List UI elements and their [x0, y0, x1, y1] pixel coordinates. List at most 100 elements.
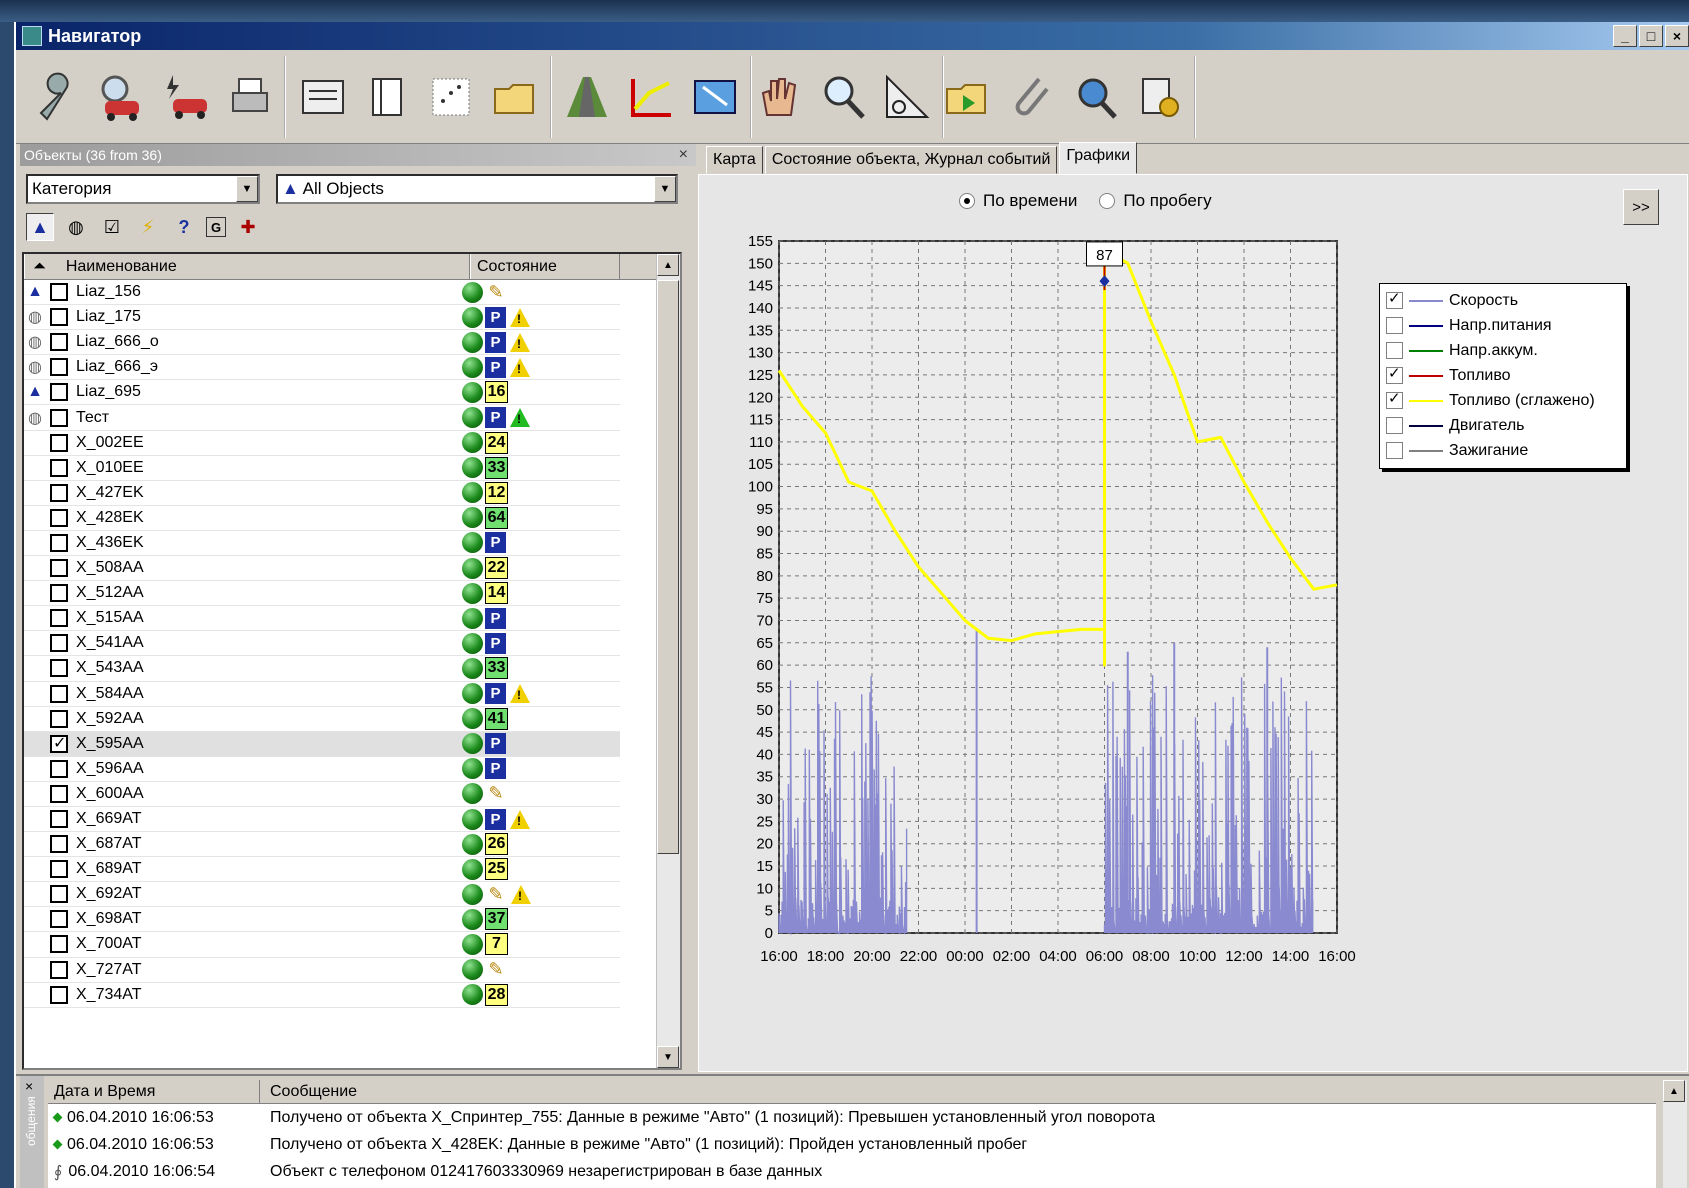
- row-checkbox[interactable]: [50, 985, 68, 1004]
- legend-item[interactable]: Топливо (сглажено): [1380, 388, 1626, 413]
- settings-icon[interactable]: [1130, 68, 1188, 126]
- row-checkbox[interactable]: [50, 885, 68, 904]
- table-row[interactable]: X_692AT ✎: [24, 882, 620, 908]
- table-row[interactable]: ◍ Liaz_175 P: [24, 305, 620, 331]
- map-icon[interactable]: [686, 68, 744, 126]
- table-row[interactable]: X_436EK P: [24, 531, 620, 557]
- ruler-icon[interactable]: [878, 68, 936, 126]
- row-checkbox[interactable]: [50, 308, 68, 327]
- legend-checkbox[interactable]: [1386, 417, 1403, 434]
- legend-checkbox[interactable]: [1386, 317, 1403, 334]
- table-row[interactable]: X_596AA P: [24, 757, 620, 782]
- expand-button[interactable]: >>: [1623, 189, 1659, 225]
- filter-locate-icon[interactable]: ✚: [240, 216, 256, 237]
- road-icon[interactable]: [558, 68, 616, 126]
- table-row[interactable]: ◍ Liaz_666_э P: [24, 355, 620, 381]
- row-checkbox[interactable]: [50, 960, 68, 979]
- row-checkbox[interactable]: [50, 333, 68, 352]
- row-checkbox[interactable]: [50, 935, 68, 954]
- scroll-down-icon[interactable]: ▼: [657, 1046, 679, 1068]
- filter-help-icon[interactable]: ?: [178, 216, 190, 237]
- table-row[interactable]: X_689AT 25: [24, 857, 620, 883]
- printer-icon[interactable]: [220, 68, 278, 126]
- line-chart-icon[interactable]: [622, 68, 680, 126]
- row-checkbox[interactable]: [50, 483, 68, 502]
- row-checkbox[interactable]: [50, 634, 68, 653]
- objects-scrollbar[interactable]: ▲ ▼: [656, 254, 680, 1068]
- messages-scrollbar[interactable]: ▲: [1663, 1080, 1687, 1188]
- legend-item[interactable]: Топливо: [1380, 363, 1626, 388]
- message-row[interactable]: 06.04.2010 16:06:53 Получено от объекта X…: [48, 1131, 1656, 1158]
- row-checkbox[interactable]: [50, 358, 68, 377]
- legend-checkbox[interactable]: [1386, 289, 1403, 309]
- legend-item[interactable]: Двигатель: [1380, 413, 1626, 438]
- row-checkbox[interactable]: [50, 433, 68, 452]
- table-row[interactable]: ◍ Тест P: [24, 405, 620, 431]
- legend-checkbox[interactable]: [1386, 442, 1403, 459]
- table-row[interactable]: X_734AT 28: [24, 983, 620, 1008]
- legend-checkbox[interactable]: [1386, 389, 1403, 409]
- table-row[interactable]: X_002EE 24: [24, 431, 620, 456]
- table-row[interactable]: X_669AT P: [24, 807, 620, 833]
- row-checkbox[interactable]: [50, 835, 68, 854]
- row-checkbox[interactable]: [50, 458, 68, 477]
- message-row[interactable]: 06.04.2010 16:06:53 Получено от объекта X…: [48, 1104, 1656, 1131]
- column-date[interactable]: Дата и Время: [48, 1080, 260, 1103]
- car-search-icon[interactable]: [92, 68, 150, 126]
- car-lightning-icon[interactable]: [156, 68, 214, 126]
- table-row[interactable]: X_512AA 14: [24, 581, 620, 607]
- row-checkbox[interactable]: [50, 283, 68, 302]
- tab-object-state[interactable]: Состояние объекта, Журнал событий: [764, 146, 1058, 174]
- row-checkbox[interactable]: [50, 609, 68, 628]
- table-row[interactable]: X_600AA ✎: [24, 782, 620, 807]
- row-checkbox[interactable]: [50, 709, 68, 728]
- legend-item[interactable]: Напр.питания: [1380, 313, 1626, 338]
- close-button[interactable]: ×: [1665, 25, 1689, 47]
- scroll-up-icon[interactable]: ▲: [1663, 1080, 1685, 1102]
- scroll-up-icon[interactable]: ▲: [657, 254, 679, 276]
- row-checkbox[interactable]: [50, 559, 68, 578]
- row-checkbox[interactable]: [50, 684, 68, 703]
- folder-check-icon[interactable]: [486, 68, 544, 126]
- report-icon[interactable]: [294, 68, 352, 126]
- fuel-speed-chart[interactable]: 1551501451401351301251201151101051009590…: [699, 229, 1379, 989]
- table-row[interactable]: X_010EE 33: [24, 456, 620, 481]
- close-panel-icon[interactable]: ×: [678, 146, 688, 163]
- objects-combo[interactable]: ▲ All Objects ▼: [276, 174, 678, 204]
- wrench-icon[interactable]: [28, 68, 86, 126]
- chevron-down-icon[interactable]: ▼: [654, 176, 676, 202]
- legend-item[interactable]: Зажигание: [1380, 438, 1626, 463]
- filter-checkbox-icon[interactable]: ☑: [103, 216, 121, 237]
- category-combo[interactable]: Категория ▼: [26, 174, 260, 204]
- row-checkbox[interactable]: [50, 383, 68, 402]
- filter-g-icon[interactable]: G: [206, 217, 226, 237]
- table-row[interactable]: X_700AT 7: [24, 932, 620, 958]
- table-row[interactable]: ▲ Liaz_156 ✎: [24, 280, 620, 306]
- paperclip-icon[interactable]: [1002, 68, 1060, 126]
- tab-map[interactable]: Карта: [706, 146, 763, 174]
- row-checkbox[interactable]: [50, 408, 68, 427]
- row-checkbox[interactable]: [50, 810, 68, 829]
- maximize-button[interactable]: □: [1639, 25, 1663, 47]
- row-checkbox[interactable]: [50, 759, 68, 778]
- minimize-button[interactable]: _: [1613, 25, 1637, 47]
- radio-by-mileage[interactable]: По пробегу: [1099, 191, 1212, 211]
- row-checkbox[interactable]: [50, 910, 68, 929]
- chevron-down-icon[interactable]: ▼: [236, 176, 258, 202]
- table-row[interactable]: X_508AA 22: [24, 556, 620, 582]
- legend-checkbox[interactable]: [1386, 342, 1403, 359]
- column-message[interactable]: Сообщение: [270, 1083, 358, 1100]
- row-checkbox[interactable]: [50, 508, 68, 527]
- row-checkbox[interactable]: [50, 659, 68, 678]
- table-row[interactable]: X_584AA P: [24, 682, 620, 707]
- book-icon[interactable]: [358, 68, 416, 126]
- table-row[interactable]: X_541AA P: [24, 631, 620, 657]
- row-checkbox[interactable]: [50, 584, 68, 603]
- column-state[interactable]: Состояние: [470, 254, 620, 279]
- filter-triangle-icon[interactable]: ▲: [26, 213, 54, 241]
- row-checkbox[interactable]: [50, 733, 68, 753]
- table-row[interactable]: X_428EK 64: [24, 506, 620, 531]
- legend-checkbox[interactable]: [1386, 364, 1403, 384]
- filter-globe-icon[interactable]: ◍: [68, 216, 84, 237]
- row-checkbox[interactable]: [50, 784, 68, 803]
